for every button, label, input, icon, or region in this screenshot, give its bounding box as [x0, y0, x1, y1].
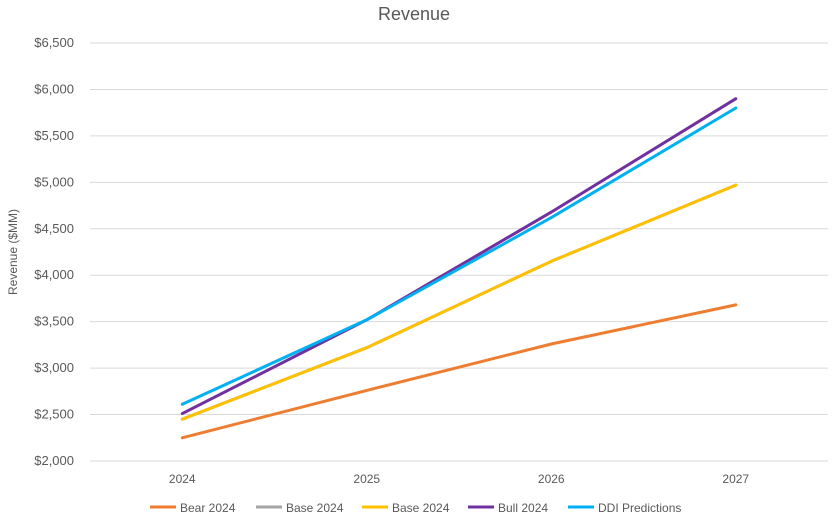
series-line — [180, 106, 738, 406]
y-tick-label: $2,500 — [34, 407, 74, 422]
legend-item: Bear 2024 — [150, 501, 236, 515]
legend-item: Base 2024 — [256, 501, 344, 515]
y-tick-label: $5,000 — [34, 174, 74, 189]
legend-item: Bull 2024 — [468, 501, 548, 515]
legend-label: Base 2024 — [392, 501, 450, 515]
x-tick-label: 2026 — [538, 472, 565, 486]
x-axis-ticks: 2024 2025 2026 2027 — [169, 472, 750, 486]
x-tick-label: 2024 — [169, 472, 196, 486]
y-tick-label: $4,000 — [34, 267, 74, 282]
legend-label: Bull 2024 — [498, 501, 548, 515]
series-line — [180, 183, 738, 421]
x-tick-label: 2025 — [353, 472, 380, 486]
chart-title: Revenue — [378, 4, 450, 24]
legend-label: Bear 2024 — [180, 501, 236, 515]
y-axis-label: Revenue ($MM) — [6, 209, 20, 295]
legend-item: DDI Predictions — [568, 501, 681, 515]
legend-label: Base 2024 — [286, 501, 344, 515]
gridlines — [90, 42, 828, 462]
legend-label: DDI Predictions — [598, 501, 681, 515]
legend-item: Base 2024 — [362, 501, 450, 515]
x-tick-label: 2027 — [722, 472, 749, 486]
y-tick-label: $6,000 — [34, 81, 74, 96]
series-lines — [180, 97, 738, 440]
series-line — [180, 97, 738, 416]
y-axis-ticks: $2,000 $2,500 $3,000 $3,500 $4,000 $4,500 $5,0… — [34, 35, 74, 468]
legend: Bear 2024 Base 2024 Base 2024 Bull 2024 DDI … — [150, 501, 681, 515]
y-tick-label: $3,000 — [34, 360, 74, 375]
series-line — [180, 303, 738, 440]
y-tick-label: $5,500 — [34, 128, 74, 143]
y-tick-label: $4,500 — [34, 221, 74, 236]
y-tick-label: $2,000 — [34, 453, 74, 468]
y-tick-label: $3,500 — [34, 314, 74, 329]
y-tick-label: $6,500 — [34, 35, 74, 50]
